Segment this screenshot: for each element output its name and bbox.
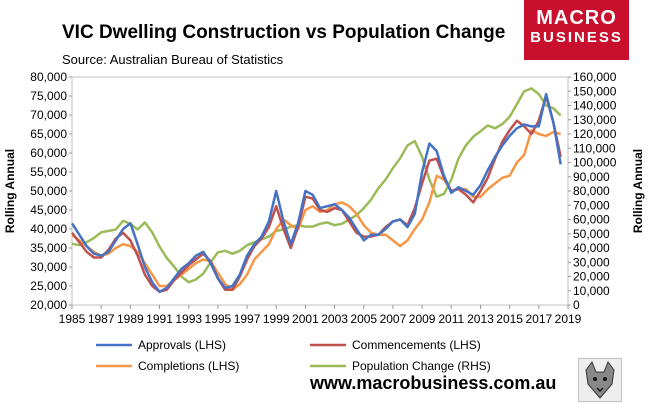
y-left-axis: 20,000 25,000 30,000 35,000 40,000 45,000 50,0… [30, 70, 72, 312]
x-tick-label: 1989 [117, 312, 144, 326]
footer-url: www.macrobusiness.com.au [310, 373, 557, 393]
y-right-tick-label: 130,000 [573, 113, 617, 127]
x-tick-label: 1987 [88, 312, 115, 326]
y-right-tick-label: 70,000 [573, 198, 610, 212]
chart-subtitle: Source: Australian Bureau of Statistics [62, 52, 284, 67]
x-tick-label: 2017 [525, 312, 552, 326]
x-tick-label: 1985 [59, 312, 86, 326]
x-tick-label: 2003 [321, 312, 348, 326]
y-right-tick-label: 50,000 [573, 227, 610, 241]
logo-line-1: MACRO [536, 7, 617, 29]
x-tick-label: 2007 [380, 312, 407, 326]
macrobusiness-logo: MACRO BUSINESS [524, 0, 629, 60]
x-tick-label: 2009 [409, 312, 436, 326]
x-tick-label: 2013 [467, 312, 494, 326]
y-left-tick-label: 35,000 [30, 241, 67, 255]
y-left-tick-label: 65,000 [30, 127, 67, 141]
legend: Approvals (LHS) Commencements (LHS) Comple… [96, 338, 491, 373]
y-right-tick-label: 120,000 [573, 127, 617, 141]
y-right-tick-label: 90,000 [573, 170, 610, 184]
y-right-tick-label: 30,000 [573, 255, 610, 269]
y-right-tick-label: 40,000 [573, 241, 610, 255]
y-left-tick-label: 60,000 [30, 146, 67, 160]
y-left-tick-label: 75,000 [30, 89, 67, 103]
series-line-completions-lhs [71, 128, 562, 292]
legend-label: Completions (LHS) [138, 359, 239, 373]
y-right-tick-label: 0 [573, 298, 580, 312]
legend-label: Commencements (LHS) [352, 338, 481, 352]
y-right-tick-label: 60,000 [573, 213, 610, 227]
x-tick-label: 2019 [555, 312, 582, 326]
y-left-tick-label: 55,000 [30, 165, 67, 179]
x-tick-label: 2015 [496, 312, 523, 326]
y-left-tick-label: 40,000 [30, 222, 67, 236]
series-line-commencements-lhs [71, 94, 562, 293]
x-tick-label: 1993 [175, 312, 202, 326]
y-left-tick-label: 50,000 [30, 184, 67, 198]
legend-label: Population Change (RHS) [352, 359, 491, 373]
x-tick-label: 1991 [146, 312, 173, 326]
x-tick-label: 2001 [292, 312, 319, 326]
x-tick-label: 1995 [205, 312, 232, 326]
legend-label: Approvals (LHS) [138, 338, 226, 352]
chart-title: VIC Dwelling Construction vs Population … [62, 22, 506, 43]
y-left-tick-label: 25,000 [30, 279, 67, 293]
x-tick-label: 1997 [234, 312, 261, 326]
x-tick-label: 1999 [263, 312, 290, 326]
y-left-tick-label: 70,000 [30, 108, 67, 122]
y-right-tick-label: 20,000 [573, 270, 610, 284]
series-line-population-change-rhs [71, 87, 562, 284]
y-axis-label-left: Rolling Annual [3, 149, 17, 233]
y-right-tick-label: 110,000 [573, 141, 616, 155]
x-axis: 1985 1987 1989 1991 1993 1995 1997 1999 2001 2003… [59, 305, 582, 326]
x-tick-label: 2005 [350, 312, 377, 326]
y-right-tick-label: 140,000 [573, 99, 617, 113]
y-right-axis: 010,00020,00030,00040,00050,00060,00070,… [568, 70, 617, 312]
y-left-tick-label: 30,000 [30, 260, 67, 274]
series-line-approvals-lhs [70, 92, 562, 293]
y-right-tick-label: 160,000 [573, 70, 617, 84]
y-left-tick-label: 45,000 [30, 203, 67, 217]
y-right-tick-label: 80,000 [573, 184, 610, 198]
y-left-tick-label: 80,000 [30, 70, 67, 84]
series-lines [70, 87, 562, 293]
y-axis-label-right: Rolling Annual [631, 149, 645, 233]
y-left-tick-label: 20,000 [30, 298, 67, 312]
y-right-tick-label: 10,000 [573, 284, 610, 298]
y-right-tick-label: 100,000 [573, 156, 617, 170]
x-tick-label: 2011 [438, 312, 464, 326]
wolf-icon [578, 358, 622, 402]
y-right-tick-label: 150,000 [573, 84, 617, 98]
logo-line-2: BUSINESS [530, 29, 623, 46]
